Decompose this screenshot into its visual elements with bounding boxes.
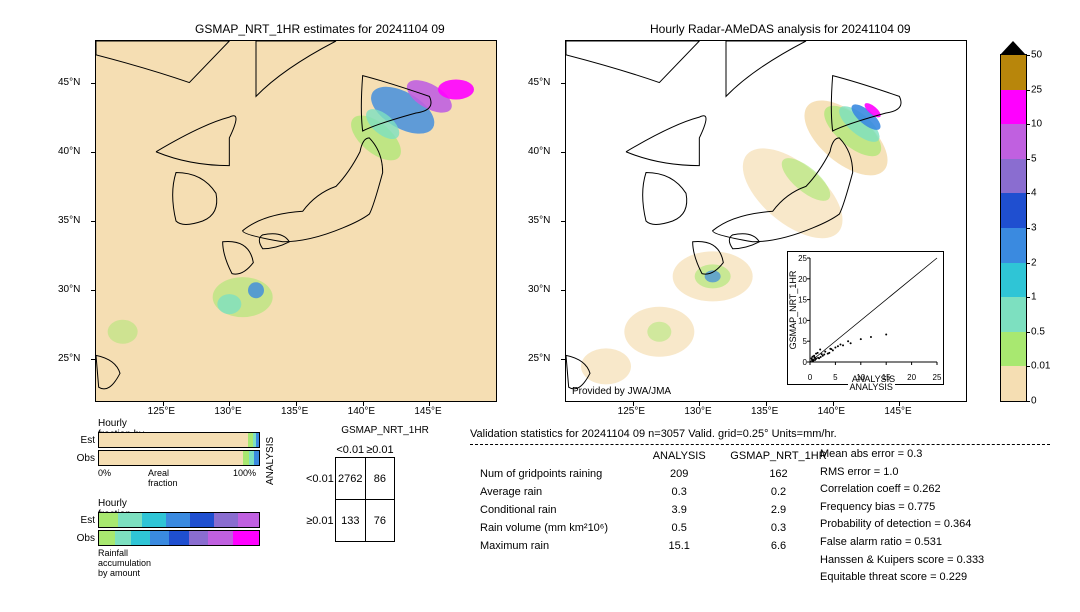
validation-table: ANALYSISGSMAP_NRT_1HR Num of gridpoints … xyxy=(470,446,837,556)
y-tick: 45°N xyxy=(528,77,561,88)
svg-text:25: 25 xyxy=(933,373,942,382)
metric-row: Hanssen & Kuipers score = 0.333 xyxy=(820,552,984,570)
totalrain-label-est: Est xyxy=(70,515,98,526)
map1-title: GSMAP_NRT_1HR estimates for 20241104 09 xyxy=(195,22,445,36)
contingency-title: GSMAP_NRT_1HR xyxy=(320,425,450,436)
colorbar-tick: 5 xyxy=(1031,153,1037,164)
y-tick: 30°N xyxy=(58,284,91,295)
metric-row: Equitable threat score = 0.229 xyxy=(820,569,984,587)
colorbar-tick: 50 xyxy=(1031,50,1042,61)
svg-text:GSMAP_NRT_1HR: GSMAP_NRT_1HR xyxy=(788,270,798,349)
totalrain-bar-est xyxy=(98,512,260,528)
validation-title: Validation statistics for 20241104 09 n=… xyxy=(470,428,837,440)
occurrence-bar-obs xyxy=(98,450,260,466)
x-tick: 145°E xyxy=(884,406,911,417)
colorbar-tick: 0 xyxy=(1031,396,1037,407)
totalrain-bar-obs xyxy=(98,530,260,546)
colorbar-segment xyxy=(1001,124,1026,159)
y-tick: 25°N xyxy=(528,353,561,364)
colorbar-segment xyxy=(1001,297,1026,332)
y-tick: 40°N xyxy=(528,146,561,157)
metric-row: Frequency bias = 0.775 xyxy=(820,499,984,517)
totalrain-label-obs: Obs xyxy=(70,533,98,544)
svg-text:25: 25 xyxy=(798,254,807,263)
occurrence-bar-est xyxy=(98,432,260,448)
colorbar-tick: 2 xyxy=(1031,257,1037,268)
colorbar-segment xyxy=(1001,228,1026,263)
x-tick: 125°E xyxy=(148,406,175,417)
colorbar-segment xyxy=(1001,159,1026,194)
x-tick: 130°E xyxy=(684,406,711,417)
metric-row: Mean abs error = 0.3 xyxy=(820,446,984,464)
colorbar-segment xyxy=(1001,366,1026,401)
colorbar-segment xyxy=(1001,193,1026,228)
occurrence-label-est: Est xyxy=(70,435,98,446)
x-tick: 145°E xyxy=(414,406,441,417)
colorbar-tick: 25 xyxy=(1031,84,1042,95)
validation-wrap: Validation statistics for 20241104 09 n=… xyxy=(470,428,837,440)
svg-text:5: 5 xyxy=(833,373,838,382)
x-tick: 135°E xyxy=(281,406,308,417)
colorbar-tick: 0.5 xyxy=(1031,326,1045,337)
svg-text:20: 20 xyxy=(798,275,807,284)
colorbar-tick: 10 xyxy=(1031,119,1042,130)
metric-row: RMS error = 1.0 xyxy=(820,464,984,482)
contingency-ytitle: ANALYSIS xyxy=(265,437,276,485)
colorbar-tick: 0.01 xyxy=(1031,361,1050,372)
y-tick: 35°N xyxy=(528,215,561,226)
svg-text:0: 0 xyxy=(808,373,813,382)
figure-container: GSMAP_NRT_1HR estimates for 20241104 09 … xyxy=(10,10,1070,602)
y-tick: 30°N xyxy=(528,284,561,295)
metric-row: Correlation coeff = 0.262 xyxy=(820,481,984,499)
colorbar: 502510543210.50.010 xyxy=(1000,54,1027,402)
map2-panel: 25°N30°N35°N40°N45°N125°E130°E135°E140°E… xyxy=(565,40,967,402)
colorbar-segment xyxy=(1001,263,1026,298)
metric-row: Probability of detection = 0.364 xyxy=(820,516,984,534)
colorbar-segment xyxy=(1001,332,1026,367)
colorbar-tick: 1 xyxy=(1031,292,1037,303)
colorbar-arrow-top xyxy=(1000,41,1026,55)
svg-text:5: 5 xyxy=(803,337,808,346)
y-tick: 45°N xyxy=(58,77,91,88)
y-tick: 25°N xyxy=(58,353,91,364)
occurrence-label-obs: Obs xyxy=(70,453,98,464)
x-tick: 140°E xyxy=(818,406,845,417)
x-tick: 125°E xyxy=(618,406,645,417)
colorbar-segment xyxy=(1001,90,1026,125)
metrics-list: Mean abs error = 0.3RMS error = 1.0Corre… xyxy=(820,446,984,587)
map2-title: Hourly Radar-AMeDAS analysis for 2024110… xyxy=(650,22,911,36)
x-tick: 130°E xyxy=(214,406,241,417)
x-tick: 135°E xyxy=(751,406,778,417)
colorbar-tick: 4 xyxy=(1031,188,1037,199)
colorbar-tick: 3 xyxy=(1031,223,1037,234)
colorbar-segment xyxy=(1001,55,1026,90)
svg-text:20: 20 xyxy=(907,373,916,382)
map1-panel: 25°N30°N35°N40°N45°N125°E130°E135°E140°E… xyxy=(95,40,497,402)
svg-text:0: 0 xyxy=(803,358,808,367)
svg-text:10: 10 xyxy=(798,316,807,325)
y-tick: 40°N xyxy=(58,146,91,157)
svg-text:15: 15 xyxy=(798,296,807,305)
y-tick: 35°N xyxy=(58,215,91,226)
scatter-inset: 0510152025 0510152025 ANALYSIS GSMAP_NRT… xyxy=(787,251,944,385)
provider-label: Provided by JWA/JMA xyxy=(572,386,671,397)
contingency-table: <0.01≥0.01 <0.01276286 ≥0.0113376 xyxy=(305,443,395,542)
x-tick: 140°E xyxy=(348,406,375,417)
metric-row: False alarm ratio = 0.531 xyxy=(820,534,984,552)
